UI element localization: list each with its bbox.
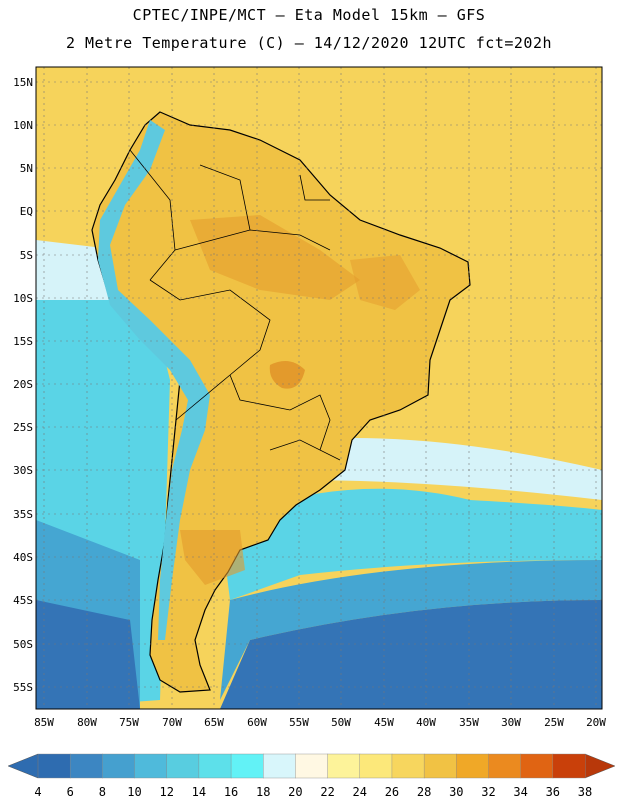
colorbar-label: 28 [417,785,431,799]
map-frame [35,66,603,710]
colorbar-label: 12 [159,785,173,799]
nordeste-warm-region [350,255,420,310]
colorbar-label: 6 [67,785,74,799]
colorbar-label: 24 [353,785,367,799]
lat-label: 40S [13,551,33,564]
colorbar-label: 22 [320,785,334,799]
lat-label: 45S [13,594,33,607]
colorbar-box [552,753,586,779]
lat-label: 10N [13,119,33,132]
lon-label: 20W [586,716,606,729]
lat-label: 5S [20,249,33,262]
colorbar-label: 34 [513,785,527,799]
colorbar-box [37,753,71,779]
colorbar-box [102,753,136,779]
andes-cool-strip [98,120,210,640]
lon-label: 25W [544,716,564,729]
longitude-labels: 85W 80W 75W 70W 65W 60W 55W 50W 45W 40W … [34,716,606,729]
colorbar-label: 26 [385,785,399,799]
lat-label: 35S [13,508,33,521]
lat-label: 10S [13,292,33,305]
lon-label: 45W [374,716,394,729]
ocean-cool-band [36,300,602,709]
colorbar-label: 18 [256,785,270,799]
colorbar-label: 16 [224,785,238,799]
latitude-labels: 15N 10N 5N EQ 5S 10S 15S 20S 25S 30S 35S… [13,76,33,694]
colorbar-box [134,753,168,779]
ocean-cold-band [36,520,602,709]
colorbar-box [520,753,554,779]
colorbar-high-arrow [584,753,616,779]
pantanal-hot-spot [269,361,305,389]
colorbar-label: 10 [127,785,141,799]
lon-label: 60W [247,716,267,729]
lat-label: EQ [20,205,33,218]
colorbar-label: 30 [449,785,463,799]
colorbar-labels: 4 6 8 10 12 14 16 18 20 22 24 26 28 30 32 34 36 38 [34,785,592,799]
colorbar-box [488,753,522,779]
colorbar-box [359,753,393,779]
patagonia-warm-region [180,530,245,585]
map-title-line2: 2 Metre Temperature (C) – 14/12/2020 12U… [65,34,553,52]
colorbar-label: 20 [288,785,302,799]
colorbar-box [391,753,425,779]
lat-label: 15N [13,76,33,89]
colorbar-label: 4 [34,785,41,799]
colorbar-box [327,753,361,779]
colorbar-label: 14 [192,785,206,799]
lat-label: 5N [20,162,33,175]
colorbar-box [456,753,489,779]
temperature-colorbar: 4 6 8 10 12 14 16 18 20 22 24 26 28 30 32 34 36 38 [7,753,616,799]
colorbar-label: 32 [481,785,495,799]
colorbar-box [263,753,296,779]
colorbar-box [198,753,232,779]
country-borders [129,149,341,461]
amazon-warm-region [190,215,360,300]
colorbar-box [230,753,264,779]
colorbar-low-arrow [7,753,39,779]
lon-label: 30W [501,716,521,729]
lon-label: 80W [77,716,97,729]
lat-label: 55S [13,681,33,694]
lat-label: 15S [13,335,33,348]
graticule [36,67,602,709]
lat-label: 50S [13,638,33,651]
colorbar-label: 8 [99,785,106,799]
lat-label: 30S [13,464,33,477]
lon-label: 50W [331,716,351,729]
map-plot-area [36,67,602,709]
colorbar-label: 36 [546,785,560,799]
colorbar-box [295,753,329,779]
lat-label: 25S [13,421,33,434]
lon-label: 55W [289,716,309,729]
lon-label: 85W [34,716,54,729]
lon-label: 65W [204,716,224,729]
colorbar-box [166,753,200,779]
map-title-line1: CPTEC/INPE/MCT – Eta Model 15km – GFS [132,6,486,24]
colorbar-box [69,753,103,779]
colorbar-box [423,753,457,779]
lon-label: 75W [119,716,139,729]
ocean-coldest-band [36,600,602,709]
colorbar-boxes [37,753,586,779]
lon-label: 35W [459,716,479,729]
lat-label: 20S [13,378,33,391]
lon-label: 70W [162,716,182,729]
colorbar-label: 38 [578,785,592,799]
lon-label: 40W [416,716,436,729]
